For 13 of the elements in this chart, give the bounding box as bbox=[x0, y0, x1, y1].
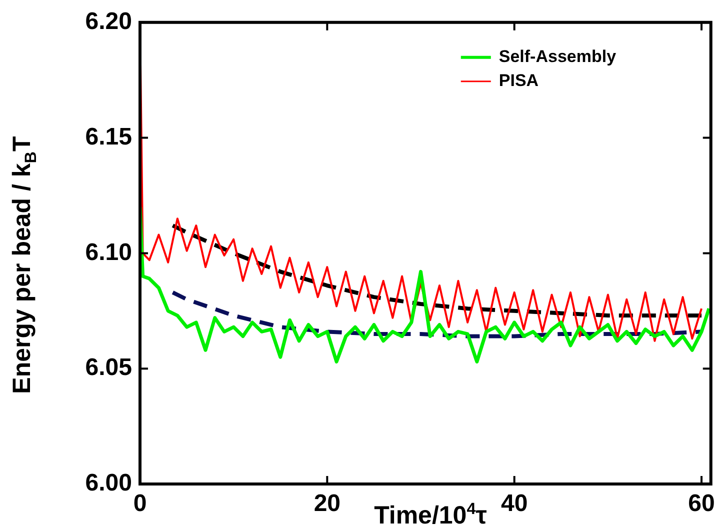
x-tick-label: 0 bbox=[133, 490, 147, 518]
x-axis-title: Time/10$^{4}$τ bbox=[374, 500, 487, 530]
line-series bbox=[170, 224, 704, 318]
legend-label: PISA bbox=[498, 71, 539, 90]
y-tick-label: 6.20 bbox=[85, 8, 132, 36]
x-tick-label: 20 bbox=[314, 490, 341, 518]
legend-label: Self-Assembly bbox=[498, 47, 617, 66]
y-tick-label: 6.05 bbox=[85, 354, 132, 382]
y-tick-label: 6.15 bbox=[85, 123, 132, 150]
y-tick-label: 6.10 bbox=[85, 238, 132, 266]
y-tick-label: 6.00 bbox=[85, 470, 132, 497]
x-tick-label: 40 bbox=[500, 490, 528, 518]
x-tick-label: 60 bbox=[688, 490, 715, 518]
